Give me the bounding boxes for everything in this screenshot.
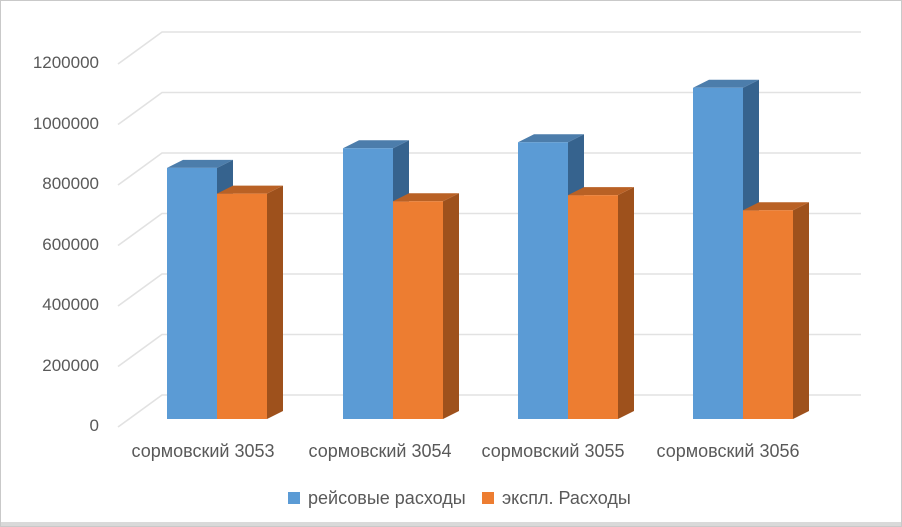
bar-front-face [518, 142, 568, 419]
bar-front-face [693, 87, 743, 419]
bar-top-face [518, 134, 584, 143]
bar-front-face [167, 167, 217, 419]
legend-item-operating-expenses[interactable]: экспл. Расходы [482, 486, 631, 510]
gridline-800000 [117, 152, 861, 186]
legend-swatch-operating-expenses [482, 492, 494, 504]
legend-label-trip-expenses: рейсовые расходы [308, 488, 466, 508]
bar-side-face [267, 185, 283, 419]
y-tick-label-6: 1200000 [32, 53, 99, 72]
category-label-1: сормовский 3053 [131, 441, 275, 461]
bar-top-face [743, 202, 809, 211]
bar-series-2-category-4[interactable] [743, 202, 809, 419]
category-label-2: сормовский 3054 [308, 441, 452, 461]
bar-top-face [343, 140, 409, 149]
y-tick-label-2: 400000 [42, 295, 99, 314]
y-tick-label-0: 0 [89, 416, 99, 435]
bar-front-face [743, 210, 793, 419]
bar-side-face [618, 187, 634, 419]
y-tick-label-4: 800000 [42, 174, 99, 193]
bar-top-face [568, 187, 634, 196]
gridline-1200000 [117, 31, 861, 65]
category-label-3: сормовский 3055 [481, 441, 625, 461]
bar-front-face [343, 148, 393, 419]
y-tick-label-5: 1000000 [32, 114, 99, 133]
bar-side-face [443, 193, 459, 419]
frame-bottom-edge [1, 522, 901, 526]
legend-swatch-trip-expenses [288, 492, 300, 504]
bar-front-face [393, 201, 443, 419]
bar-top-face [217, 185, 283, 194]
bar-top-face [167, 159, 233, 168]
bar-top-face [693, 79, 759, 88]
bar-series-2-category-1[interactable] [217, 185, 283, 419]
bar-series-2-category-2[interactable] [393, 193, 459, 419]
category-label-4: сормовский 3056 [656, 441, 800, 461]
legend-item-trip-expenses[interactable]: рейсовые расходы [288, 486, 466, 510]
legend-label-operating-expenses: экспл. Расходы [502, 488, 631, 508]
y-tick-label-3: 600000 [42, 235, 99, 254]
bar-front-face [217, 193, 267, 419]
y-tick-label-1: 200000 [42, 356, 99, 375]
gridline-1000000 [117, 91, 861, 126]
bar-series-2-category-3[interactable] [568, 187, 634, 419]
bar-top-face [393, 193, 459, 202]
bar-front-face [568, 195, 618, 419]
bar-side-face [793, 202, 809, 419]
